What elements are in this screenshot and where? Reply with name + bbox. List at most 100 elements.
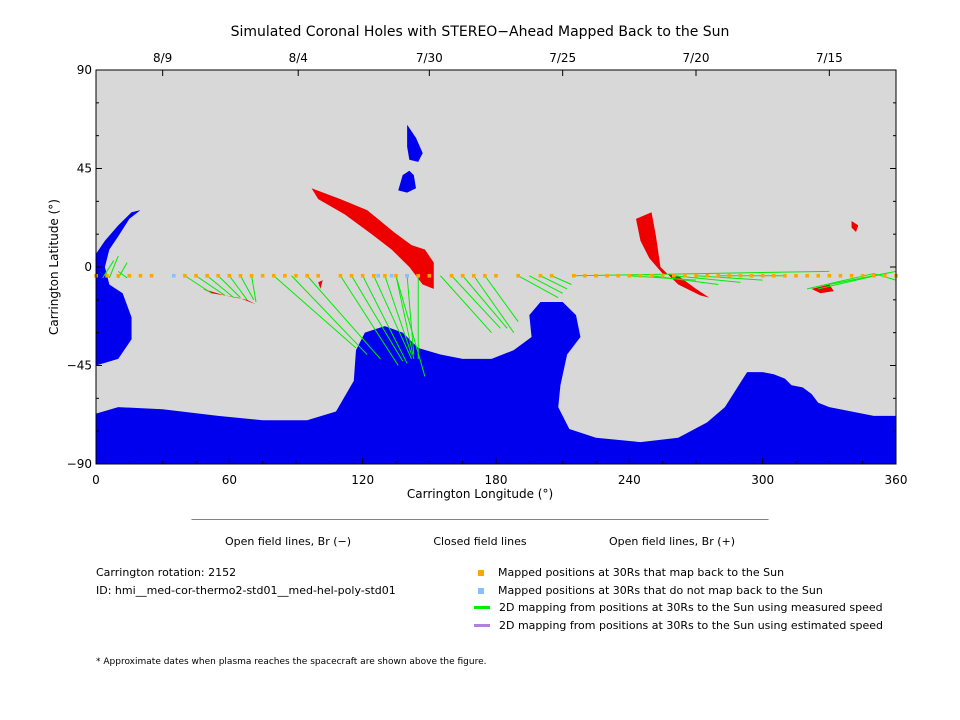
x-tick-label-3: 180 (485, 473, 508, 487)
mapped-back-point-38 (594, 273, 598, 278)
mapped-back-point-39 (605, 273, 609, 278)
open-negative-region-2 (407, 124, 423, 162)
mapped-back-point-9 (216, 273, 221, 278)
mapped-back-point-35 (549, 273, 554, 278)
mapped-back-point-19 (338, 273, 343, 278)
mapped-back-point-42 (638, 273, 643, 278)
not-mapped-point-0 (171, 273, 176, 278)
mapping-line-0 (102, 260, 115, 279)
legend-item-estimated-speed: 2D mapping from positions at 30Rs to the… (474, 619, 883, 632)
mapping-line-1 (108, 255, 119, 279)
mapped-back-point-14 (271, 273, 276, 278)
mapped-back-point-27 (427, 273, 432, 278)
mapped-back-point-52 (749, 273, 754, 278)
y-tick-label-3: −45 (67, 359, 92, 373)
green-line-icon (474, 606, 490, 609)
mapped-back-point-64 (883, 273, 887, 278)
x-tick-label-1: 60 (222, 473, 237, 487)
date-tick-label-4: 7/20 (683, 51, 710, 65)
mapped-back-point-60 (838, 273, 843, 278)
mapped-back-point-54 (771, 273, 776, 278)
mapped-back-point-63 (871, 273, 876, 278)
mapping-line-16 (362, 275, 408, 364)
footnote: * Approximate dates when plasma reaches … (96, 657, 487, 667)
mapped-back-point-43 (649, 273, 654, 278)
coronal-hole-map: Simulated Coronal Holes with STEREO−Ahea… (47, 24, 908, 520)
mapped-back-point-15 (283, 273, 287, 278)
x-tick-label-6: 360 (885, 473, 908, 487)
mapping-line-10 (184, 275, 212, 294)
mapped-back-point-56 (794, 273, 798, 278)
mapped-back-point-1 (105, 273, 109, 278)
x-tick-label-0: 0 (92, 473, 100, 487)
mapped-back-point-50 (727, 273, 732, 278)
mapping-line-31 (551, 275, 572, 285)
mapping-line-11 (273, 275, 357, 349)
mapped-back-point-11 (238, 273, 243, 278)
mapped-back-point-33 (516, 273, 521, 278)
mapping-line-19 (395, 275, 415, 360)
date-tick-label-2: 7/30 (416, 51, 443, 65)
colorbar-label-negative: Open field lines, Br (−) (224, 535, 352, 548)
mapped-back-point-2 (116, 273, 121, 278)
mapped-back-point-32 (494, 273, 498, 278)
model-id: ID: hmi__med-cor-thermo2-std01__med-hel-… (96, 584, 396, 597)
mapping-line-17 (373, 275, 413, 360)
x-tick-label-4: 240 (618, 473, 641, 487)
mapping-line-25 (462, 275, 508, 329)
mapped-back-point-46 (683, 273, 687, 278)
mapping-line-4 (195, 275, 226, 296)
mapped-back-point-12 (249, 273, 254, 278)
legend-label: Mapped positions at 30Rs that map back t… (498, 566, 785, 579)
mapping-line-26 (473, 275, 515, 333)
date-tick-label-0: 8/9 (153, 51, 172, 65)
open-negative-region-3 (398, 170, 416, 193)
y-tick-label-4: −90 (67, 457, 92, 471)
mapped-back-point-13 (260, 273, 265, 278)
legend-label: Mapped positions at 30Rs that do not map… (498, 584, 823, 597)
mapped-back-point-49 (716, 273, 721, 278)
mapped-back-point-22 (371, 273, 376, 278)
date-tick-label-5: 7/15 (816, 51, 843, 65)
mapped-back-point-17 (305, 273, 309, 278)
mapped-back-point-21 (360, 273, 365, 278)
colorbar-label-positive: Open field lines, Br (+) (608, 535, 736, 548)
mapping-line-24 (451, 275, 501, 329)
mapped-back-point-55 (783, 273, 787, 278)
mapping-line-8 (240, 275, 255, 301)
mapping-line-9 (251, 275, 257, 303)
x-tick-label-2: 120 (351, 473, 374, 487)
mapped-back-point-62 (860, 273, 865, 278)
lightblue-square-icon (478, 587, 484, 594)
mapped-back-point-23 (383, 273, 387, 278)
x-axis-label: Carrington Longitude (°) (407, 487, 553, 501)
mapped-back-point-40 (616, 273, 621, 278)
legend-item-measured-speed: 2D mapping from positions at 30Rs to the… (474, 601, 883, 614)
mapping-line-5 (206, 275, 235, 299)
mapped-back-point-5 (149, 273, 154, 278)
legend-item-not-mapped: Mapped positions at 30Rs that do not map… (478, 584, 823, 597)
open-positive-region-4 (851, 221, 859, 232)
mapping-line-27 (484, 275, 519, 323)
mapping-line-6 (217, 275, 241, 299)
mapped-back-point-29 (460, 273, 465, 278)
mapped-back-point-16 (294, 273, 298, 278)
mapping-line-28 (517, 275, 559, 299)
purple-line-icon (474, 624, 490, 627)
not-mapped-point-1 (376, 273, 381, 278)
legend-label: 2D mapping from positions at 30Rs to the… (499, 601, 883, 614)
mapped-back-point-36 (571, 273, 576, 278)
open-positive-region-1 (636, 212, 710, 298)
mapped-back-point-18 (316, 273, 321, 278)
mapped-back-point-24 (394, 273, 398, 278)
open-negative-region-1 (96, 210, 141, 366)
mapped-back-point-45 (671, 273, 676, 278)
y-axis-label: Carrington Latitude (°) (47, 199, 61, 335)
date-tick-label-3: 7/25 (549, 51, 576, 65)
mapped-back-point-41 (627, 273, 632, 278)
mapped-back-point-57 (805, 273, 809, 278)
carrington-rotation: Carrington rotation: 2152 (96, 566, 237, 579)
mapped-back-point-58 (816, 273, 821, 278)
mapping-line-40 (829, 270, 897, 286)
mapping-line-18 (384, 275, 413, 355)
